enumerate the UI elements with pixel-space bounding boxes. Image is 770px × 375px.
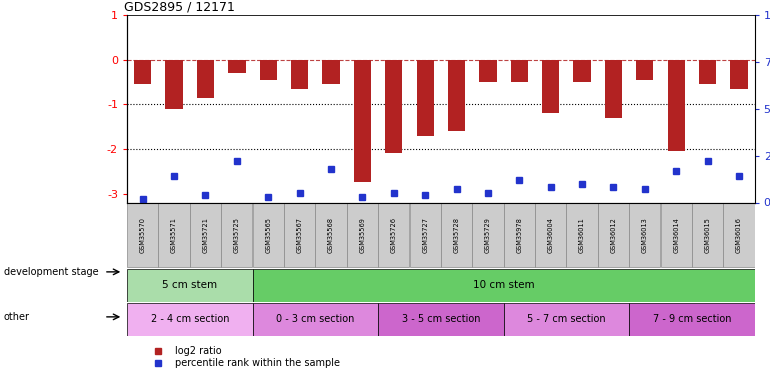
- Bar: [346, 203, 378, 267]
- Bar: [504, 303, 629, 336]
- Bar: [353, 60, 371, 182]
- Text: GSM36004: GSM36004: [547, 217, 554, 254]
- Text: development stage: development stage: [4, 267, 99, 277]
- Text: GSM35565: GSM35565: [265, 217, 271, 254]
- Bar: [197, 60, 214, 98]
- Bar: [692, 203, 723, 267]
- Text: percentile rank within the sample: percentile rank within the sample: [175, 358, 340, 368]
- Text: GSM35571: GSM35571: [171, 217, 177, 253]
- Bar: [291, 60, 308, 88]
- Bar: [127, 269, 253, 302]
- Text: log2 ratio: log2 ratio: [175, 346, 222, 355]
- Bar: [636, 60, 654, 80]
- Bar: [253, 269, 755, 302]
- Bar: [535, 203, 566, 267]
- Text: GSM35569: GSM35569: [360, 217, 366, 253]
- Bar: [127, 203, 159, 267]
- Bar: [253, 303, 378, 336]
- Bar: [629, 303, 755, 336]
- Text: GSM35726: GSM35726: [390, 217, 397, 254]
- Bar: [259, 60, 277, 80]
- Text: 3 - 5 cm section: 3 - 5 cm section: [402, 314, 480, 324]
- Bar: [410, 203, 440, 267]
- Text: GSM36011: GSM36011: [579, 217, 585, 253]
- Text: GSM35570: GSM35570: [139, 217, 146, 254]
- Text: 0 - 3 cm section: 0 - 3 cm section: [276, 314, 354, 324]
- Bar: [284, 203, 315, 267]
- Bar: [378, 203, 410, 267]
- Text: GSM35978: GSM35978: [516, 217, 522, 253]
- Text: 7 - 9 cm section: 7 - 9 cm section: [653, 314, 731, 324]
- Bar: [699, 60, 716, 84]
- Bar: [723, 203, 755, 267]
- Bar: [448, 60, 465, 131]
- Bar: [221, 203, 253, 267]
- Bar: [316, 203, 346, 267]
- Text: GSM35568: GSM35568: [328, 217, 334, 254]
- Bar: [441, 203, 472, 267]
- Bar: [511, 60, 528, 82]
- Text: GSM35725: GSM35725: [234, 217, 240, 254]
- Bar: [730, 60, 748, 88]
- Text: 2 - 4 cm section: 2 - 4 cm section: [151, 314, 229, 324]
- Bar: [228, 60, 246, 73]
- Bar: [598, 203, 629, 267]
- Bar: [166, 60, 182, 109]
- Bar: [629, 203, 661, 267]
- Text: GSM36014: GSM36014: [673, 217, 679, 253]
- Bar: [378, 303, 504, 336]
- Bar: [253, 203, 284, 267]
- Text: GSM36012: GSM36012: [611, 217, 617, 253]
- Bar: [385, 60, 403, 153]
- Text: 10 cm stem: 10 cm stem: [473, 280, 534, 290]
- Bar: [661, 203, 691, 267]
- Text: GSM35729: GSM35729: [485, 217, 491, 253]
- Text: 5 - 7 cm section: 5 - 7 cm section: [527, 314, 606, 324]
- Bar: [604, 60, 622, 118]
- Text: GSM35721: GSM35721: [203, 217, 209, 253]
- Text: other: other: [4, 312, 30, 322]
- Text: GSM35728: GSM35728: [454, 217, 460, 254]
- Bar: [472, 203, 504, 267]
- Bar: [417, 60, 434, 135]
- Bar: [479, 60, 497, 82]
- Text: GSM36016: GSM36016: [736, 217, 742, 253]
- Text: 5 cm stem: 5 cm stem: [162, 280, 217, 290]
- Bar: [159, 203, 189, 267]
- Bar: [574, 60, 591, 82]
- Bar: [134, 60, 152, 84]
- Text: GSM36015: GSM36015: [705, 217, 711, 253]
- Bar: [542, 60, 559, 113]
- Bar: [668, 60, 685, 151]
- Bar: [567, 203, 598, 267]
- Bar: [323, 60, 340, 84]
- Bar: [127, 303, 253, 336]
- Bar: [504, 203, 535, 267]
- Bar: [190, 203, 221, 267]
- Text: GSM35727: GSM35727: [422, 217, 428, 254]
- Text: GSM36013: GSM36013: [641, 217, 648, 253]
- Text: GDS2895 / 12171: GDS2895 / 12171: [124, 1, 235, 14]
- Text: GSM35567: GSM35567: [296, 217, 303, 254]
